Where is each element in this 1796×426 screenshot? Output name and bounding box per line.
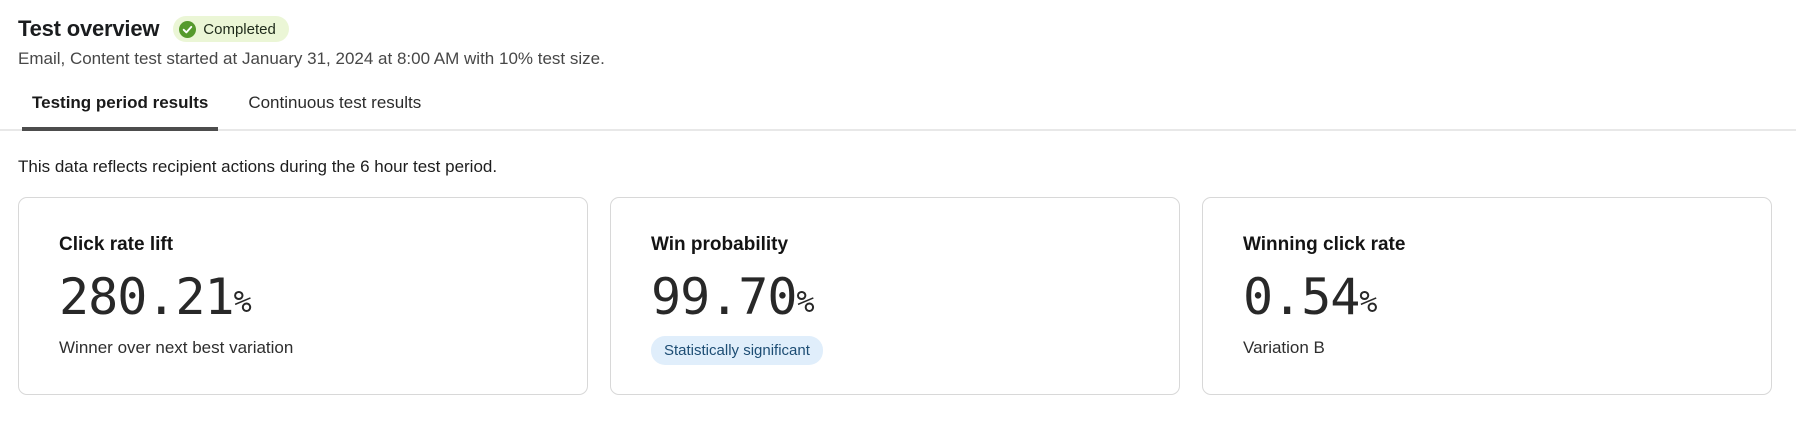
test-subtitle: Email, Content test started at January 3… (18, 49, 605, 68)
card-value: 99.70% (651, 272, 1139, 322)
title-row: Test overview Completed (18, 16, 1772, 42)
test-period-info: This data reflects recipient actions dur… (18, 157, 498, 176)
card-value-number: 0.54 (1243, 268, 1360, 326)
page-header: Test overview Completed Email, Content t… (0, 0, 1796, 69)
tab-testing-period-results[interactable]: Testing period results (22, 83, 219, 131)
card-value: 280.21% (59, 272, 547, 322)
status-badge: Completed (173, 16, 289, 42)
card-title: Winning click rate (1243, 234, 1406, 255)
card-value-unit: % (1359, 284, 1378, 320)
tab-continuous-test-results[interactable]: Continuous test results (248, 93, 422, 112)
card-value-number: 99.70 (651, 268, 798, 326)
page-title: Test overview (18, 16, 160, 41)
card-click-rate-lift: Click rate lift 280.21% Winner over next… (18, 197, 588, 395)
card-value-unit: % (796, 284, 815, 320)
card-win-probability: Win probability 99.70% Statistically sig… (610, 197, 1180, 395)
card-caption: Winner over next best variation (59, 338, 294, 357)
card-winning-click-rate: Winning click rate 0.54% Variation B (1202, 197, 1772, 395)
card-title: Click rate lift (59, 234, 174, 255)
card-caption: Variation B (1243, 338, 1325, 357)
card-value-number: 280.21 (59, 268, 235, 326)
results-tabs: Testing period results Continuous test r… (0, 83, 1796, 131)
card-value-unit: % (233, 284, 252, 320)
statistically-significant-badge: Statistically significant (651, 336, 823, 365)
card-title: Win probability (651, 234, 789, 255)
check-circle-icon (179, 20, 197, 38)
stat-cards: Click rate lift 280.21% Winner over next… (18, 197, 1772, 395)
card-value: 0.54% (1243, 272, 1731, 322)
status-badge-label: Completed (203, 20, 276, 38)
